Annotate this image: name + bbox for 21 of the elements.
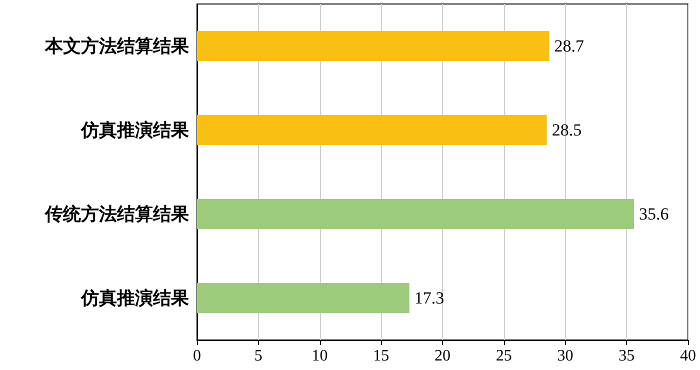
data-label: 35.6: [638, 204, 669, 224]
y-tick-label: 本文方法结算结果: [44, 36, 190, 56]
x-tick-label: 5: [254, 348, 262, 364]
x-tick-label: 10: [312, 348, 328, 364]
x-tick-label: 35: [618, 348, 635, 364]
bar: [197, 283, 410, 313]
x-tick-label: 20: [434, 348, 450, 364]
y-tick-label: 仿真推演结果: [80, 288, 190, 308]
bar: [197, 199, 634, 229]
data-label: 28.7: [554, 36, 585, 56]
x-tick-label: 40: [680, 348, 696, 364]
bar: [197, 31, 550, 61]
x-tick-label: 15: [373, 348, 390, 364]
x-tick-label: 30: [557, 348, 574, 364]
x-tick-label: 25: [496, 348, 512, 364]
data-label: 17.3: [414, 288, 444, 308]
x-tick-label: 0: [193, 348, 201, 364]
bar: [197, 115, 547, 145]
y-tick-label: 仿真推演结果: [80, 120, 190, 140]
data-label: 28.5: [552, 120, 582, 140]
y-tick-label: 传统方法结算结果: [44, 204, 190, 224]
